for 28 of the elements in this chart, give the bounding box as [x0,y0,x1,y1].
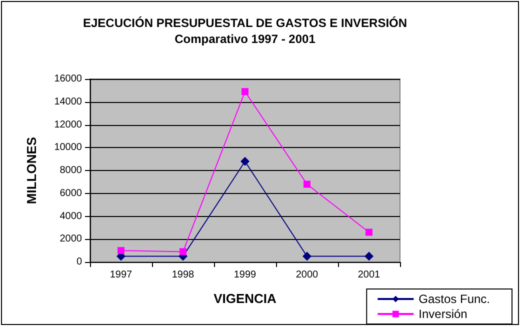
point [242,88,248,96]
y-tick-label: 14000 [54,96,82,108]
chart-subtitle: Comparativo 1997 - 2001 [174,32,316,46]
y-tick-label: 8000 [60,165,82,176]
y-tick-label: 4000 [60,210,82,222]
point [180,248,186,256]
point [304,180,310,188]
chart-title: EJECUCIÓN PRESUPUESTAL DE GASTOS E INVERSIÓN [82,16,408,30]
point [366,228,372,236]
x-tick-label: 2001 [358,270,381,280]
y-tick-label: 6000 [60,188,82,199]
y-tick-label: 16000 [54,74,82,84]
point [240,156,250,166]
legend-label: Inversión [418,307,468,321]
y-axis-title: MILLONES [24,136,39,204]
x-tick-label: 1999 [234,270,257,280]
y-tick-label: 12000 [54,119,82,130]
x-tick-label: 1998 [172,270,195,280]
x-tick-label: 1997 [110,270,133,280]
legend-label: Gastos Func. [418,292,490,306]
y-tick-label: 2000 [60,234,82,245]
x-tick-label: 2000 [296,270,319,280]
y-tick-label: 0 [76,256,82,268]
point [364,252,374,261]
point [302,252,312,261]
x-axis-title: VIGENCIA [214,291,278,306]
y-tick-label: 10000 [54,142,82,154]
point [118,247,124,254]
